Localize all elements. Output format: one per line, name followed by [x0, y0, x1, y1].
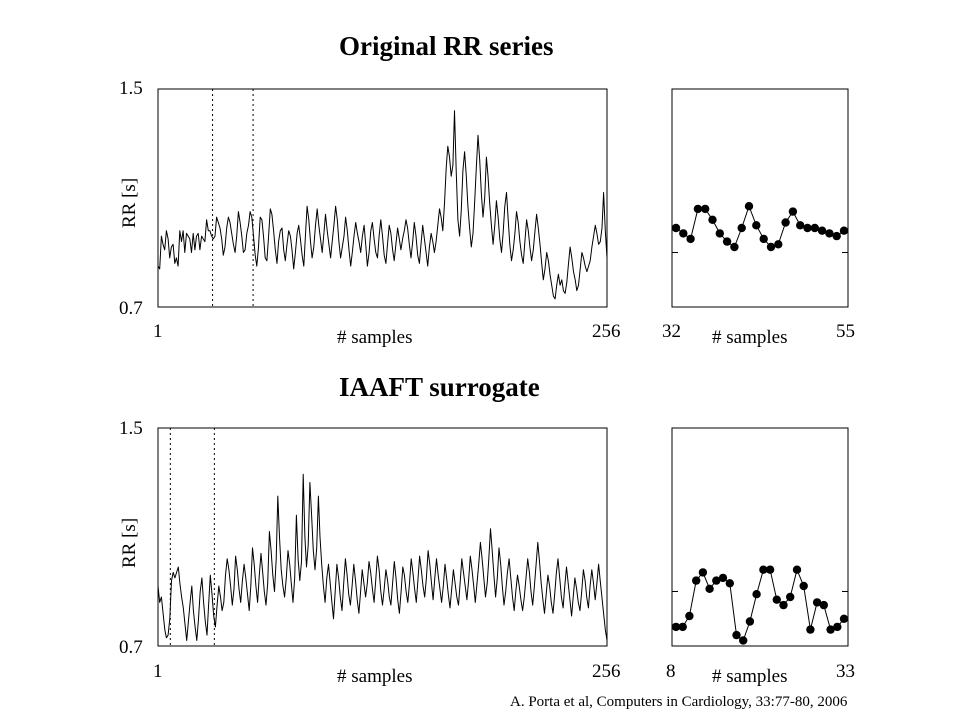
data-point-2-20: [817, 226, 827, 235]
data-point-2-22: [832, 231, 841, 241]
data-point-4-12: [752, 590, 761, 599]
plot-frame-3: [157, 427, 608, 647]
data-point-4-21: [812, 598, 822, 607]
data-point-4-17: [786, 592, 795, 602]
data-point-4-5: [705, 584, 714, 593]
plot-frame-1: [157, 88, 608, 308]
data-point-2-21: [825, 229, 834, 238]
data-point-2-1: [679, 229, 688, 238]
data-point-2-14: [774, 240, 783, 249]
data-point-2-10: [744, 202, 754, 211]
data-point-2-7: [722, 237, 732, 246]
data-point-2-18: [803, 223, 812, 233]
y-tick-label-min-3: 0.7: [119, 637, 143, 658]
x-tick-label-end-2: 55: [836, 321, 855, 342]
y-tick-label-max-3: 1.5: [119, 418, 143, 439]
data-point-4-24: [833, 622, 842, 632]
data-point-2-6: [715, 229, 724, 238]
x-tick-label-start-4: 8: [666, 661, 676, 682]
citation: A. Porta et al, Computers in Cardiology,…: [510, 694, 848, 710]
data-point-4-1: [678, 622, 687, 632]
x-axis-label-2: # samples: [712, 327, 788, 348]
data-point-2-0: [671, 223, 681, 233]
data-point-4-25: [839, 614, 849, 623]
data-point-4-22: [819, 600, 828, 610]
data-point-4-6: [712, 576, 721, 585]
x-tick-label-end-4: 33: [836, 661, 855, 682]
x-tick-label-end-3: 256: [592, 661, 621, 682]
data-point-2-9: [737, 223, 746, 233]
series-line-3: [157, 473, 608, 641]
chart-title-original: Original RR series: [339, 31, 554, 61]
x-tick-label-start-2: 32: [662, 321, 681, 342]
plot-frame-4: [671, 427, 849, 647]
y-tick-label-max-1: 1.5: [119, 78, 143, 99]
data-point-2-12: [759, 234, 768, 244]
data-point-2-15: [781, 218, 790, 227]
data-point-2-16: [788, 207, 798, 216]
data-point-4-23: [826, 625, 835, 634]
data-point-4-19: [799, 581, 808, 591]
data-point-2-19: [810, 223, 819, 233]
data-point-4-4: [698, 568, 708, 577]
data-point-4-9: [732, 630, 741, 640]
data-point-4-20: [806, 625, 815, 634]
chart-title-surrogate: IAAFT surrogate: [339, 372, 540, 402]
data-point-4-10: [739, 636, 748, 645]
data-point-2-4: [701, 204, 710, 214]
x-axis-label-3: # samples: [337, 666, 413, 687]
data-point-4-18: [792, 565, 802, 574]
x-axis-label-4: # samples: [712, 666, 788, 687]
series-line-1: [157, 110, 608, 300]
data-point-4-7: [718, 573, 728, 583]
data-point-4-0: [671, 622, 681, 632]
data-point-4-14: [765, 565, 775, 574]
plot-frame-2: [671, 88, 849, 308]
data-point-4-13: [759, 565, 768, 574]
data-point-4-8: [725, 579, 734, 588]
data-point-4-11: [745, 617, 755, 626]
data-point-4-15: [772, 595, 781, 604]
data-point-4-3: [692, 576, 701, 585]
y-tick-label-min-1: 0.7: [119, 298, 143, 319]
data-point-2-11: [752, 221, 761, 230]
x-tick-label-start-3: 1: [153, 661, 163, 682]
x-tick-label-start-1: 1: [153, 321, 163, 342]
data-point-2-13: [766, 242, 776, 252]
data-point-2-2: [686, 234, 695, 244]
data-point-2-3: [693, 204, 703, 214]
x-axis-label-1: # samples: [337, 327, 413, 348]
data-point-2-17: [796, 221, 805, 230]
data-point-2-8: [730, 242, 739, 252]
data-point-2-23: [839, 226, 849, 235]
data-point-4-16: [779, 600, 788, 610]
data-point-4-2: [685, 611, 694, 621]
x-tick-label-end-1: 256: [592, 321, 621, 342]
data-point-2-5: [708, 215, 717, 224]
